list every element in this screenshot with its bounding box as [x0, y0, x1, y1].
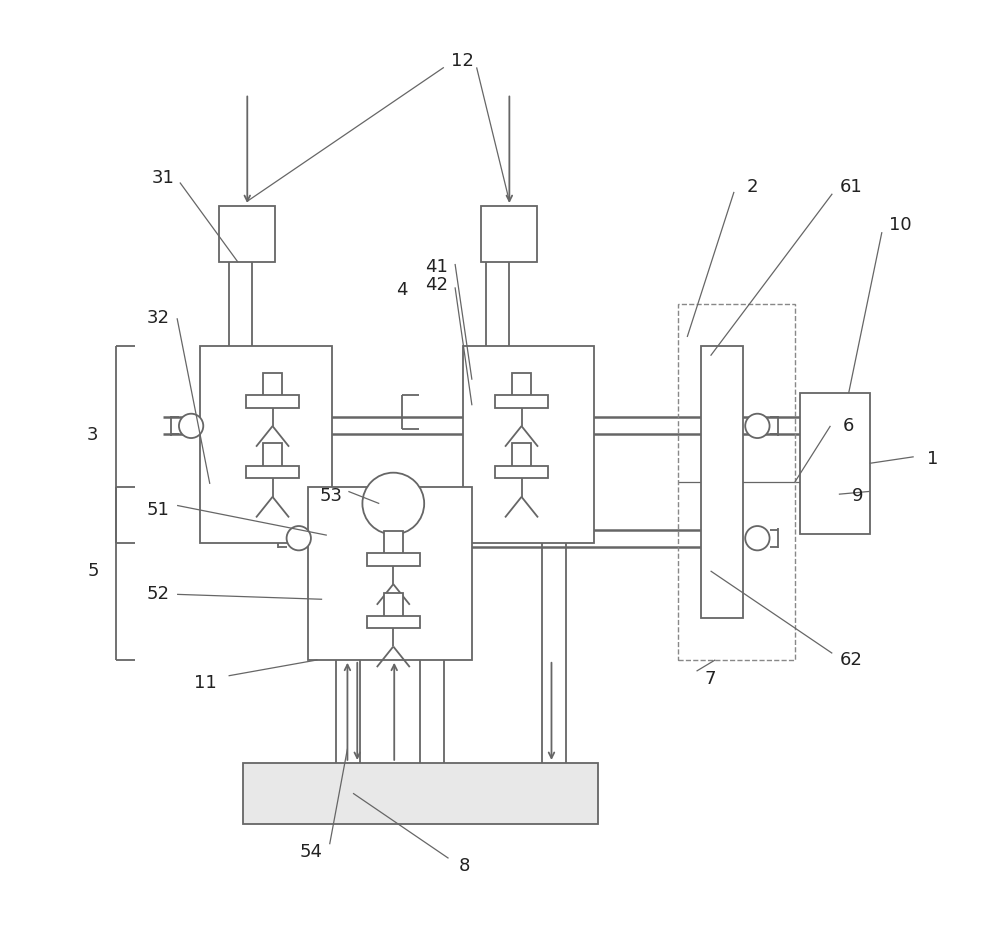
Bar	[243, 763, 598, 824]
Text: 32: 32	[147, 309, 170, 328]
Text: 8: 8	[459, 856, 470, 875]
Text: 9: 9	[852, 487, 863, 505]
Text: 42: 42	[425, 276, 448, 295]
Text: 11: 11	[194, 674, 217, 693]
Bar	[384, 531, 403, 557]
Bar	[367, 553, 420, 565]
Bar	[246, 466, 299, 478]
Text: 3: 3	[87, 426, 99, 445]
Text: 10: 10	[889, 215, 912, 234]
Bar	[219, 206, 275, 262]
Text: 4: 4	[396, 281, 407, 300]
Text: 51: 51	[147, 501, 170, 519]
Text: 5: 5	[87, 562, 99, 580]
Text: 6: 6	[843, 417, 854, 435]
Bar	[384, 593, 403, 620]
Circle shape	[745, 414, 770, 438]
Text: 54: 54	[299, 842, 322, 861]
Bar	[481, 206, 537, 262]
Bar	[263, 444, 282, 470]
Circle shape	[362, 473, 424, 534]
Bar	[495, 466, 548, 478]
Bar	[200, 346, 332, 543]
Bar	[263, 373, 282, 400]
Bar	[512, 373, 531, 400]
Circle shape	[179, 414, 203, 438]
Text: 52: 52	[147, 585, 170, 604]
Bar	[678, 304, 795, 660]
Text: 61: 61	[840, 178, 862, 197]
Text: 2: 2	[747, 178, 758, 197]
Circle shape	[287, 526, 311, 550]
Text: 7: 7	[705, 669, 716, 688]
Bar	[495, 395, 548, 407]
Text: 62: 62	[840, 651, 862, 669]
Text: 31: 31	[152, 168, 174, 187]
Bar	[800, 393, 870, 534]
Bar	[367, 616, 420, 628]
Text: 12: 12	[451, 51, 474, 70]
Text: 53: 53	[320, 487, 343, 505]
Text: 41: 41	[425, 257, 448, 276]
Bar	[512, 444, 531, 470]
Bar	[308, 487, 472, 660]
Circle shape	[745, 526, 770, 550]
Bar	[463, 346, 594, 543]
Bar	[701, 346, 743, 618]
Bar	[246, 395, 299, 407]
Text: 1: 1	[927, 449, 938, 468]
